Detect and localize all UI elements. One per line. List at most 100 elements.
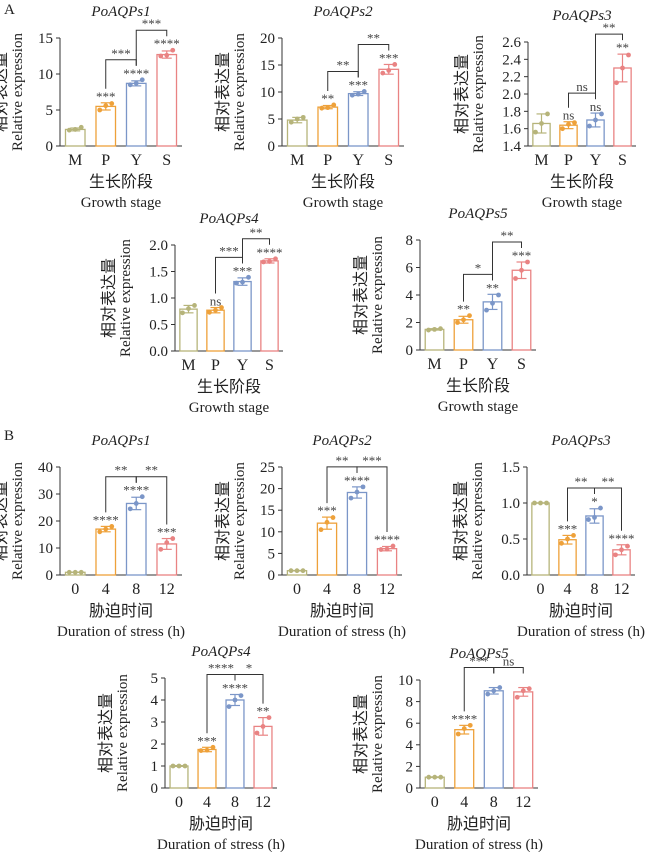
data-point — [384, 546, 390, 552]
significance-label: **** — [93, 512, 119, 527]
chart-title: PoAQPs2 — [311, 433, 372, 449]
y-axis-label-cn: 相对表达量 — [213, 52, 232, 132]
data-point — [519, 267, 524, 273]
data-point — [544, 500, 549, 506]
panel-label-b: B — [4, 428, 15, 444]
chart-title: PoAQPs4 — [198, 211, 259, 227]
chart-title: PoAQPs4 — [190, 644, 251, 660]
data-point — [513, 276, 518, 281]
data-point — [72, 127, 78, 132]
data-point — [170, 536, 176, 541]
data-point — [324, 519, 330, 525]
x-tick-label: P — [564, 152, 573, 169]
data-point — [560, 126, 565, 132]
data-point — [354, 489, 360, 495]
x-tick-label: Y — [237, 357, 249, 374]
x-tick-label: Y — [590, 152, 602, 169]
data-point — [626, 52, 631, 58]
significance-label: *** — [233, 263, 253, 278]
y-tick-label: 2.0 — [149, 238, 168, 254]
significance-bracket — [234, 674, 264, 704]
bracket-label: *** — [362, 453, 382, 468]
significance-bracket — [135, 29, 168, 66]
y-axis-label: Relative expression — [370, 675, 386, 793]
data-point — [261, 259, 266, 265]
significance-label: * — [591, 494, 598, 509]
y-tick-label: 5 — [268, 112, 276, 128]
data-point — [496, 292, 501, 298]
data-point — [545, 111, 550, 117]
data-point — [210, 744, 216, 750]
significance-bracket — [595, 33, 623, 100]
data-point — [158, 53, 164, 59]
data-point — [133, 80, 139, 86]
y-tick-label: 6 — [406, 261, 414, 277]
data-point — [592, 515, 597, 520]
bracket-label: * — [246, 661, 253, 676]
data-point — [164, 52, 170, 58]
x-tick-label: 4 — [323, 581, 331, 598]
y-tick-label: 1.5 — [149, 265, 168, 281]
bracket-label: ** — [501, 228, 514, 243]
significance-label: ns — [590, 99, 602, 114]
x-tick-label: P — [323, 152, 332, 169]
chart-title: PoAQPs2 — [312, 4, 373, 20]
data-point — [438, 326, 443, 332]
data-point — [565, 536, 570, 542]
bracket-label: ** — [115, 463, 128, 478]
x-axis-label-cn: 胁迫时间 — [310, 601, 374, 620]
y-tick-label: 0 — [46, 139, 54, 155]
y-tick-label: 0 — [151, 781, 159, 797]
x-axis-label-cn: 生长阶段 — [446, 376, 510, 395]
significance-bracket — [493, 667, 524, 674]
x-tick-label: M — [534, 152, 548, 169]
data-point — [467, 313, 472, 319]
x-tick-label: 0 — [537, 581, 545, 598]
significance-bracket — [492, 241, 522, 281]
x-tick-label: S — [265, 357, 274, 374]
y-axis-label: Relative expression — [232, 462, 248, 580]
y-tick-label: 20 — [260, 482, 275, 498]
data-point — [170, 763, 176, 769]
bracket-label: ns — [576, 79, 588, 94]
x-axis-label: Duration of stress (h) — [517, 624, 645, 640]
data-point — [66, 127, 72, 133]
x-axis-label-cn: 胁迫时间 — [189, 814, 253, 833]
x-tick-label: Y — [130, 152, 142, 169]
x-tick-label: 12 — [614, 581, 630, 598]
x-axis-label: Duration of stress (h) — [157, 837, 285, 852]
data-point — [484, 307, 489, 313]
x-axis-label-cn: 胁迫时间 — [549, 601, 613, 620]
y-tick-label: 2 — [406, 316, 414, 332]
data-point — [532, 500, 537, 506]
data-point — [520, 688, 526, 694]
y-axis-label: Relative expression — [118, 239, 134, 357]
y-tick-label: 2 — [151, 737, 159, 753]
data-point — [288, 119, 294, 125]
x-axis-label-cn: 胁迫时间 — [447, 814, 511, 833]
data-point — [219, 305, 224, 310]
data-point — [213, 307, 218, 313]
data-point — [426, 327, 431, 333]
significance-bracket — [463, 667, 495, 712]
data-point — [348, 495, 354, 501]
data-point — [461, 726, 467, 731]
data-point — [97, 529, 103, 535]
significance-label: *** — [512, 248, 532, 263]
significance-label: **** — [609, 531, 635, 546]
data-point — [432, 774, 438, 780]
y-tick-label: 0.0 — [501, 568, 520, 584]
data-point — [380, 70, 386, 76]
y-tick-label: 3 — [151, 715, 159, 731]
data-point — [360, 484, 366, 490]
x-axis-label: Growth stage — [438, 399, 519, 415]
y-tick-label: 0.0 — [149, 344, 168, 360]
y-tick-label: 1.8 — [502, 104, 521, 120]
data-point — [226, 704, 232, 709]
data-point — [170, 47, 176, 53]
data-point — [598, 505, 603, 511]
y-tick-label: 0 — [46, 568, 54, 584]
significance-bracket — [356, 466, 388, 533]
bracket-label: *** — [469, 654, 489, 669]
